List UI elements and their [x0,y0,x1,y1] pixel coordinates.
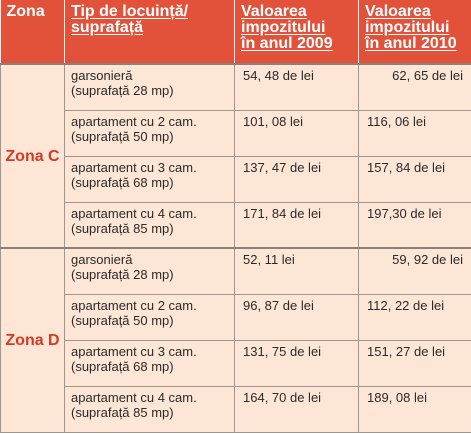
header-2009-line2: impozitului [241,19,326,36]
header-2010-line3: în anul 2010 [365,35,457,52]
header-2010: Valoarea impozitului în anul 2010 [358,0,471,64]
table-row: apartament cu 2 cam. (suprafață 50 mp) 9… [1,293,471,341]
table-row: Zona D garsonieră (suprafață 28 mp) 52, … [0,247,471,433]
housing-type: garsonieră [71,68,133,83]
table-row: apartament cu 4 cam. (suprafață 85 mp) 1… [1,385,471,433]
header-tip-line1: Tip de locuință/ [71,3,189,20]
housing-type-cell: apartament cu 4 cam. (suprafață 85 mp) [64,201,235,249]
header-2010-line1: Valoarea [365,3,431,20]
header-zona: Zona [0,0,65,64]
header-tip: Tip de locuință/ suprafață [64,0,235,64]
value-2010: 151, 27 de lei [358,339,471,387]
housing-type: apartament cu 2 cam. [71,297,197,313]
housing-type-cell: apartament cu 3 cam. (suprafață 68 mp) [64,155,235,203]
header-2009-line3: în anul 2009 [241,35,333,52]
housing-type: apartament cu 3 cam. [71,343,197,359]
value-2009: 137, 47 de lei [234,155,359,203]
housing-type: garsonieră [71,252,133,267]
value-2009: 54, 48 de lei [234,63,359,111]
value-2009: 101, 08 lei [234,109,359,157]
value-2010: 62, 65 de lei [358,63,471,111]
housing-type: apartament cu 3 cam. [71,159,197,175]
header-2009-line1: Valoarea [241,3,307,20]
housing-type: apartament cu 2 cam. [71,113,197,129]
housing-area: (suprafață 50 mp) [71,312,174,328]
housing-area: (suprafață 68 mp) [71,174,174,190]
housing-type: apartament cu 4 cam. [71,205,197,221]
housing-area: (suprafață 85 mp) [71,220,174,236]
value-2010: 157, 84 de lei [358,155,471,203]
header-tip-line2: suprafață [71,19,144,36]
housing-type-cell: apartament cu 2 cam. (suprafață 50 mp) [64,293,235,341]
housing-area: (suprafață 85 mp) [71,404,174,420]
header-row: Zona Tip de locuință/ suprafață Valoarea… [0,0,471,64]
header-zona-label: Zona [6,3,45,20]
table-row: Zona C garsonieră (suprafață 28 mp) 54, … [0,63,471,249]
value-2010: 116, 06 lei [358,109,471,157]
table-row: apartament cu 3 cam. (suprafață 68 mp) 1… [1,155,471,203]
table-row: apartament cu 2 cam. (suprafață 50 mp) 1… [1,109,471,157]
value-2010: 59, 92 de lei [358,247,471,295]
value-2009: 96, 87 de lei [234,293,359,341]
value-2009: 52, 11 lei [234,247,359,295]
housing-type: apartament cu 4 cam. [71,389,197,405]
housing-type-cell: garsonieră (suprafață 28 mp) [64,247,235,295]
value-2009: 164, 70 de lei [234,385,359,433]
value-2010: 197,30 de lei [358,201,471,249]
housing-area: (suprafață 50 mp) [71,128,174,144]
housing-area: (suprafață 28 mp) [71,83,174,98]
housing-type-cell: apartament cu 2 cam. (suprafață 50 mp) [64,109,235,157]
value-2010: 189, 08 lei [358,385,471,433]
table-row: apartament cu 3 cam. (suprafață 68 mp) 1… [1,339,471,387]
zone-label: Zona D [0,247,65,433]
value-2010: 112, 22 de lei [358,293,471,341]
housing-area: (suprafață 28 mp) [71,267,174,282]
zone-label: Zona C [0,63,65,249]
housing-area: (suprafață 68 mp) [71,358,174,374]
table-row: apartament cu 4 cam. (suprafață 85 mp) 1… [1,201,471,249]
header-2010-line2: impozitului [365,19,450,36]
housing-type-cell: garsonieră (suprafață 28 mp) [64,63,235,111]
housing-type-cell: apartament cu 4 cam. (suprafață 85 mp) [64,385,235,433]
value-2009: 171, 84 de lei [234,201,359,249]
value-2009: 131, 75 de lei [234,339,359,387]
housing-type-cell: apartament cu 3 cam. (suprafață 68 mp) [64,339,235,387]
header-2009: Valoarea impozitului în anul 2009 [234,0,359,64]
